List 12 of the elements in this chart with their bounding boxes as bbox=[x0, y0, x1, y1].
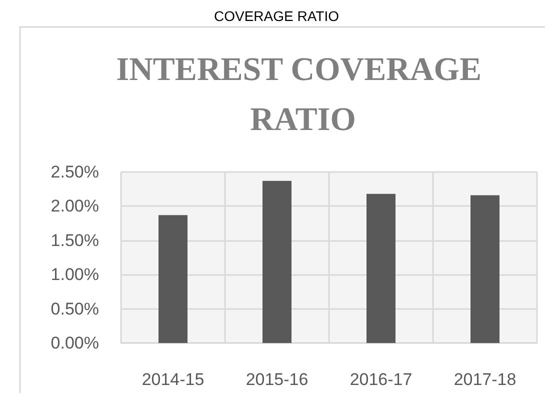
x-tick-label: 2016-17 bbox=[350, 370, 412, 389]
y-tick-label: 0.00% bbox=[50, 334, 99, 352]
text: COVERAGE RATIO bbox=[214, 8, 340, 24]
y-tick-label: 2.00% bbox=[50, 196, 99, 216]
x-tick-label: 2014-15 bbox=[142, 370, 204, 389]
y-tick-label: 1.00% bbox=[50, 265, 99, 284]
y-tick-label: 0.50% bbox=[50, 299, 99, 318]
x-tick-label: 2017-18 bbox=[454, 370, 516, 389]
y-tick-label: 1.50% bbox=[50, 230, 99, 250]
y-tick-label: 2.50% bbox=[50, 162, 99, 182]
x-tick-label: 2015-16 bbox=[246, 370, 308, 389]
chart-title: INTEREST COVERAGE RATIO bbox=[116, 52, 490, 138]
